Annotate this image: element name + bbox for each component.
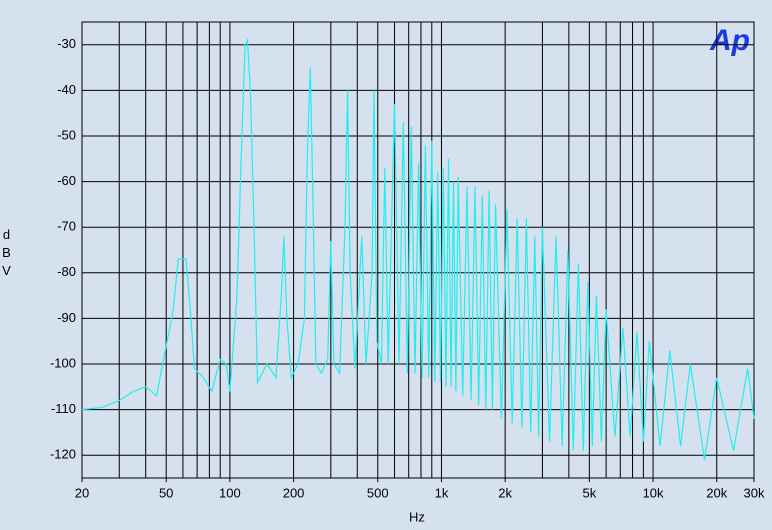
y-tick-label: -80 xyxy=(57,264,76,279)
y-tick-label: -30 xyxy=(57,36,76,51)
y-axis-label: dBV xyxy=(2,227,11,278)
x-tick-label: 100 xyxy=(219,485,241,500)
x-tick-label: 500 xyxy=(367,485,389,500)
y-tick-label: -110 xyxy=(51,401,76,416)
x-tick-label: 50 xyxy=(159,485,173,500)
logo: Ap xyxy=(709,24,750,57)
x-tick-label: 5k xyxy=(582,485,596,500)
x-tick-label: 200 xyxy=(283,485,305,500)
y-tick-label: -40 xyxy=(57,82,76,97)
x-tick-label: 20k xyxy=(706,485,727,500)
y-tick-label: -60 xyxy=(57,173,76,188)
y-tick-label: -100 xyxy=(50,355,76,370)
y-tick-label: -90 xyxy=(57,310,76,325)
x-tick-label: 10k xyxy=(643,485,664,500)
x-tick-label: 20 xyxy=(75,485,89,500)
plot-area xyxy=(81,21,755,479)
y-tick-label: -70 xyxy=(57,219,76,234)
x-tick-label: 1k xyxy=(435,485,449,500)
spectrum-line xyxy=(81,37,755,460)
y-tick-label: -120 xyxy=(50,447,76,462)
x-tick-label: 2k xyxy=(498,485,512,500)
x-tick-label: 30k xyxy=(744,485,765,500)
y-tick-label: -50 xyxy=(57,127,76,142)
x-axis-label: Hz xyxy=(409,509,425,524)
